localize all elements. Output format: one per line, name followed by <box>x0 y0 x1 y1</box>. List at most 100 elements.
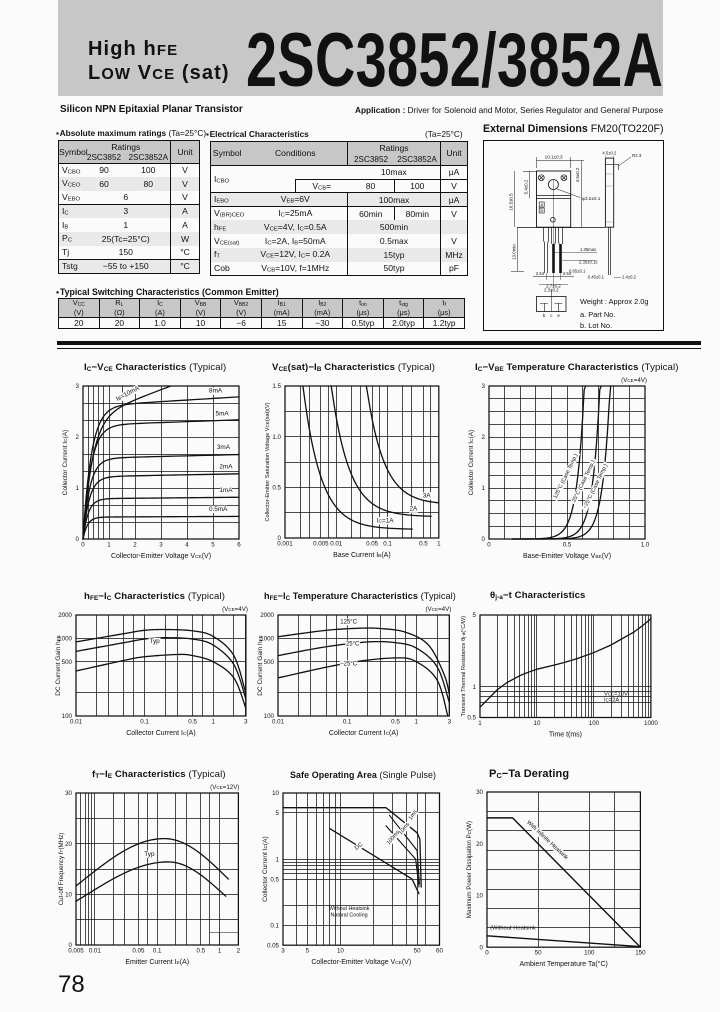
svg-text:a. Part No.: a. Part No. <box>580 310 615 319</box>
svg-text:2.4±0.2: 2.4±0.2 <box>622 275 637 280</box>
svg-text:0.05: 0.05 <box>132 947 145 954</box>
svg-text:0.01: 0.01 <box>70 718 83 725</box>
svg-text:Collector-Emitter Voltage VCE(: Collector-Emitter Voltage VCE(V) <box>111 553 211 560</box>
svg-text:1: 1 <box>75 485 79 492</box>
svg-text:30: 30 <box>476 789 483 796</box>
svg-text:0: 0 <box>487 542 491 549</box>
svg-text:0.001: 0.001 <box>277 540 293 547</box>
svg-text:1.5: 1.5 <box>272 383 281 390</box>
svg-text:b. Lot No.: b. Lot No. <box>580 321 612 330</box>
svg-text:100: 100 <box>584 949 595 956</box>
svg-text:2000: 2000 <box>260 612 274 619</box>
svg-text:Collector Current IC(A): Collector Current IC(A) <box>127 730 196 737</box>
svg-text:1000: 1000 <box>59 636 73 643</box>
svg-text:2.7±0.2: 2.7±0.2 <box>546 284 561 289</box>
svg-text:Without Heatsink: Without Heatsink <box>329 906 370 912</box>
svg-text:−25°C: −25°C <box>340 661 358 667</box>
svg-text:5mA: 5mA <box>215 411 229 418</box>
svg-text:3: 3 <box>448 718 452 725</box>
svg-text:0.5: 0.5 <box>271 876 280 883</box>
svg-text:0.1: 0.1 <box>153 947 162 954</box>
svg-text:2: 2 <box>133 542 137 549</box>
svg-text:Typ: Typ <box>144 850 155 857</box>
svg-text:0.5: 0.5 <box>391 718 400 725</box>
svg-text:Emitter Current IE(A): Emitter Current IE(A) <box>125 958 189 965</box>
svg-text:10.1±0.3: 10.1±0.3 <box>545 155 563 160</box>
svg-text:DC Current Gain hFE: DC Current Gain hFE <box>55 635 62 696</box>
svg-text:0: 0 <box>81 542 85 549</box>
svg-text:1: 1 <box>415 718 419 725</box>
svg-text:2.54: 2.54 <box>563 271 572 276</box>
svg-text:a: a <box>540 202 543 207</box>
svg-text:4: 4 <box>185 542 189 549</box>
svg-text:1.0: 1.0 <box>641 542 650 549</box>
svg-text:0.1: 0.1 <box>383 540 392 547</box>
svg-text:0.01: 0.01 <box>330 540 343 547</box>
svg-text:4.5±0.2: 4.5±0.2 <box>575 167 580 182</box>
svg-text:100: 100 <box>62 713 73 720</box>
svg-text:0: 0 <box>485 949 489 956</box>
svg-text:1000: 1000 <box>644 720 658 727</box>
svg-text:4.5±0.2: 4.5±0.2 <box>602 151 617 156</box>
svg-text:R2.3: R2.3 <box>632 153 642 158</box>
svg-text:Transient Thermal Resistance θ: Transient Thermal Resistance θj-a(°C/W) <box>461 615 467 716</box>
svg-text:5: 5 <box>276 810 280 817</box>
svg-text:5: 5 <box>473 612 477 619</box>
svg-text:10: 10 <box>476 892 483 899</box>
svg-text:2000: 2000 <box>59 612 73 619</box>
svg-text:Collector-Emitter Voltage VCE(: Collector-Emitter Voltage VCE(V) <box>312 959 412 966</box>
svg-text:0.5mA: 0.5mA <box>209 506 228 513</box>
svg-text:DC: DC <box>354 842 364 852</box>
svg-text:0.05: 0.05 <box>267 942 280 949</box>
svg-text:2A: 2A <box>410 505 419 512</box>
svg-text:1: 1 <box>473 684 477 691</box>
svg-text:0.5: 0.5 <box>468 714 477 721</box>
svg-text:Time t(ms): Time t(ms) <box>549 731 582 738</box>
svg-text:1: 1 <box>107 542 111 549</box>
svg-text:IC=2A: IC=2A <box>604 697 619 703</box>
svg-text:2: 2 <box>482 434 486 441</box>
svg-text:Natural Cooling: Natural Cooling <box>331 913 368 919</box>
svg-text:0: 0 <box>278 535 282 542</box>
svg-text:20: 20 <box>65 840 72 847</box>
svg-text:0.005: 0.005 <box>68 947 84 954</box>
svg-text:3: 3 <box>159 542 163 549</box>
svg-text:50: 50 <box>414 948 421 955</box>
svg-text:0.5: 0.5 <box>419 540 428 547</box>
svg-text:0.1: 0.1 <box>271 923 280 930</box>
svg-text:3: 3 <box>482 383 486 390</box>
svg-text:30: 30 <box>65 790 72 797</box>
svg-text:10: 10 <box>534 720 541 727</box>
svg-text:16.5±0.5: 16.5±0.5 <box>509 193 514 211</box>
svg-text:IC=1A: IC=1A <box>377 517 394 524</box>
svg-text:100ms: 100ms <box>386 829 401 846</box>
svg-text:Maximum Power Dissipation PC(W: Maximum Power Dissipation PC(W) <box>466 821 473 918</box>
svg-text:0.45±0.1: 0.45±0.1 <box>588 275 605 280</box>
svg-text:0: 0 <box>69 942 73 949</box>
svg-text:50: 50 <box>535 949 542 956</box>
svg-text:100: 100 <box>589 720 600 727</box>
svg-text:2: 2 <box>75 434 79 441</box>
svg-text:8mA: 8mA <box>209 388 223 395</box>
svg-text:Weight : Approx 2.0g: Weight : Approx 2.0g <box>580 297 648 306</box>
svg-text:IB=10mA: IB=10mA <box>115 384 141 402</box>
svg-text:Typ: Typ <box>150 638 161 645</box>
svg-text:1: 1 <box>276 856 280 863</box>
svg-text:Base-Emitter Voltage VBE(V): Base-Emitter Voltage VBE(V) <box>523 553 611 560</box>
svg-text:Ambient Temperature Ta(°C): Ambient Temperature Ta(°C) <box>520 960 608 968</box>
svg-text:5.4±0.2: 5.4±0.2 <box>524 179 529 194</box>
svg-text:5: 5 <box>211 542 215 549</box>
svg-text:With Infinite Heatsink: With Infinite Heatsink <box>525 819 569 860</box>
svg-text:0.65±0.1: 0.65±0.1 <box>569 269 586 274</box>
svg-text:1.0: 1.0 <box>272 433 281 440</box>
svg-text:1mA: 1mA <box>219 487 233 494</box>
svg-text:Base Current IB(A): Base Current IB(A) <box>333 551 391 558</box>
svg-text:φ3.2±0.1: φ3.2±0.1 <box>582 196 601 201</box>
svg-text:500: 500 <box>62 659 73 666</box>
svg-text:c: c <box>550 313 553 318</box>
svg-text:0.01: 0.01 <box>89 947 102 954</box>
svg-text:500: 500 <box>264 659 275 666</box>
svg-text:0.1: 0.1 <box>343 718 352 725</box>
svg-text:3A: 3A <box>423 492 432 499</box>
svg-text:0: 0 <box>482 536 486 543</box>
